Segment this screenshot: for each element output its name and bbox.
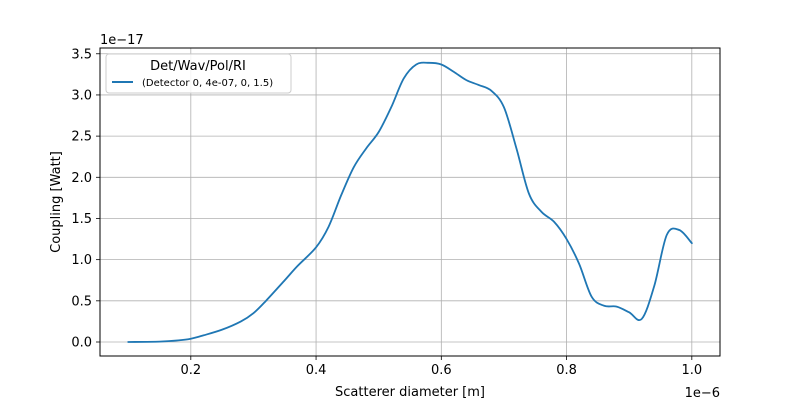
x-tick-label: 0.4 (306, 363, 327, 378)
x-axis-label: Scatterer diameter [m] (335, 385, 485, 400)
x-tick-label: 0.6 (431, 363, 452, 378)
series-line-0 (127, 61, 693, 343)
y-tick-label: 3.0 (71, 88, 92, 103)
grid-layer (100, 48, 720, 356)
y-tick-label: 1.5 (71, 212, 92, 227)
y-tick-label: 0.0 (71, 336, 92, 351)
x-tick-label: 0.8 (556, 363, 577, 378)
y-offset-label: 1e−17 (100, 33, 144, 48)
legend-box (105, 53, 292, 94)
y-axis-label: Coupling [Watt] (49, 151, 64, 253)
legend: Det/Wav/Pol/RI (Detector 0, 4e-07, 0, 1.… (105, 53, 292, 94)
x-tick-label: 0.2 (180, 363, 201, 378)
tick-layer: 0.2 0.4 0.6 0.8 1.0 0.0 0.5 1.0 1.5 2.0 2.5 3.0 3.5 (71, 47, 702, 378)
legend-title: Det/Wav/Pol/RI (150, 59, 246, 74)
y-tick-label: 1.0 (71, 253, 92, 268)
y-tick-label: 0.5 (71, 294, 92, 309)
x-offset-label: 1e−6 (685, 386, 720, 400)
y-tick-label: 2.5 (71, 130, 92, 145)
series-layer (127, 61, 693, 343)
plot-frame (99, 47, 721, 357)
legend-entry-label: (Detector 0, 4e-07, 0, 1.5) (142, 78, 273, 89)
y-tick-label: 2.0 (71, 171, 92, 186)
x-tick-label: 1.0 (681, 363, 702, 378)
y-tick-label: 3.5 (71, 47, 92, 62)
